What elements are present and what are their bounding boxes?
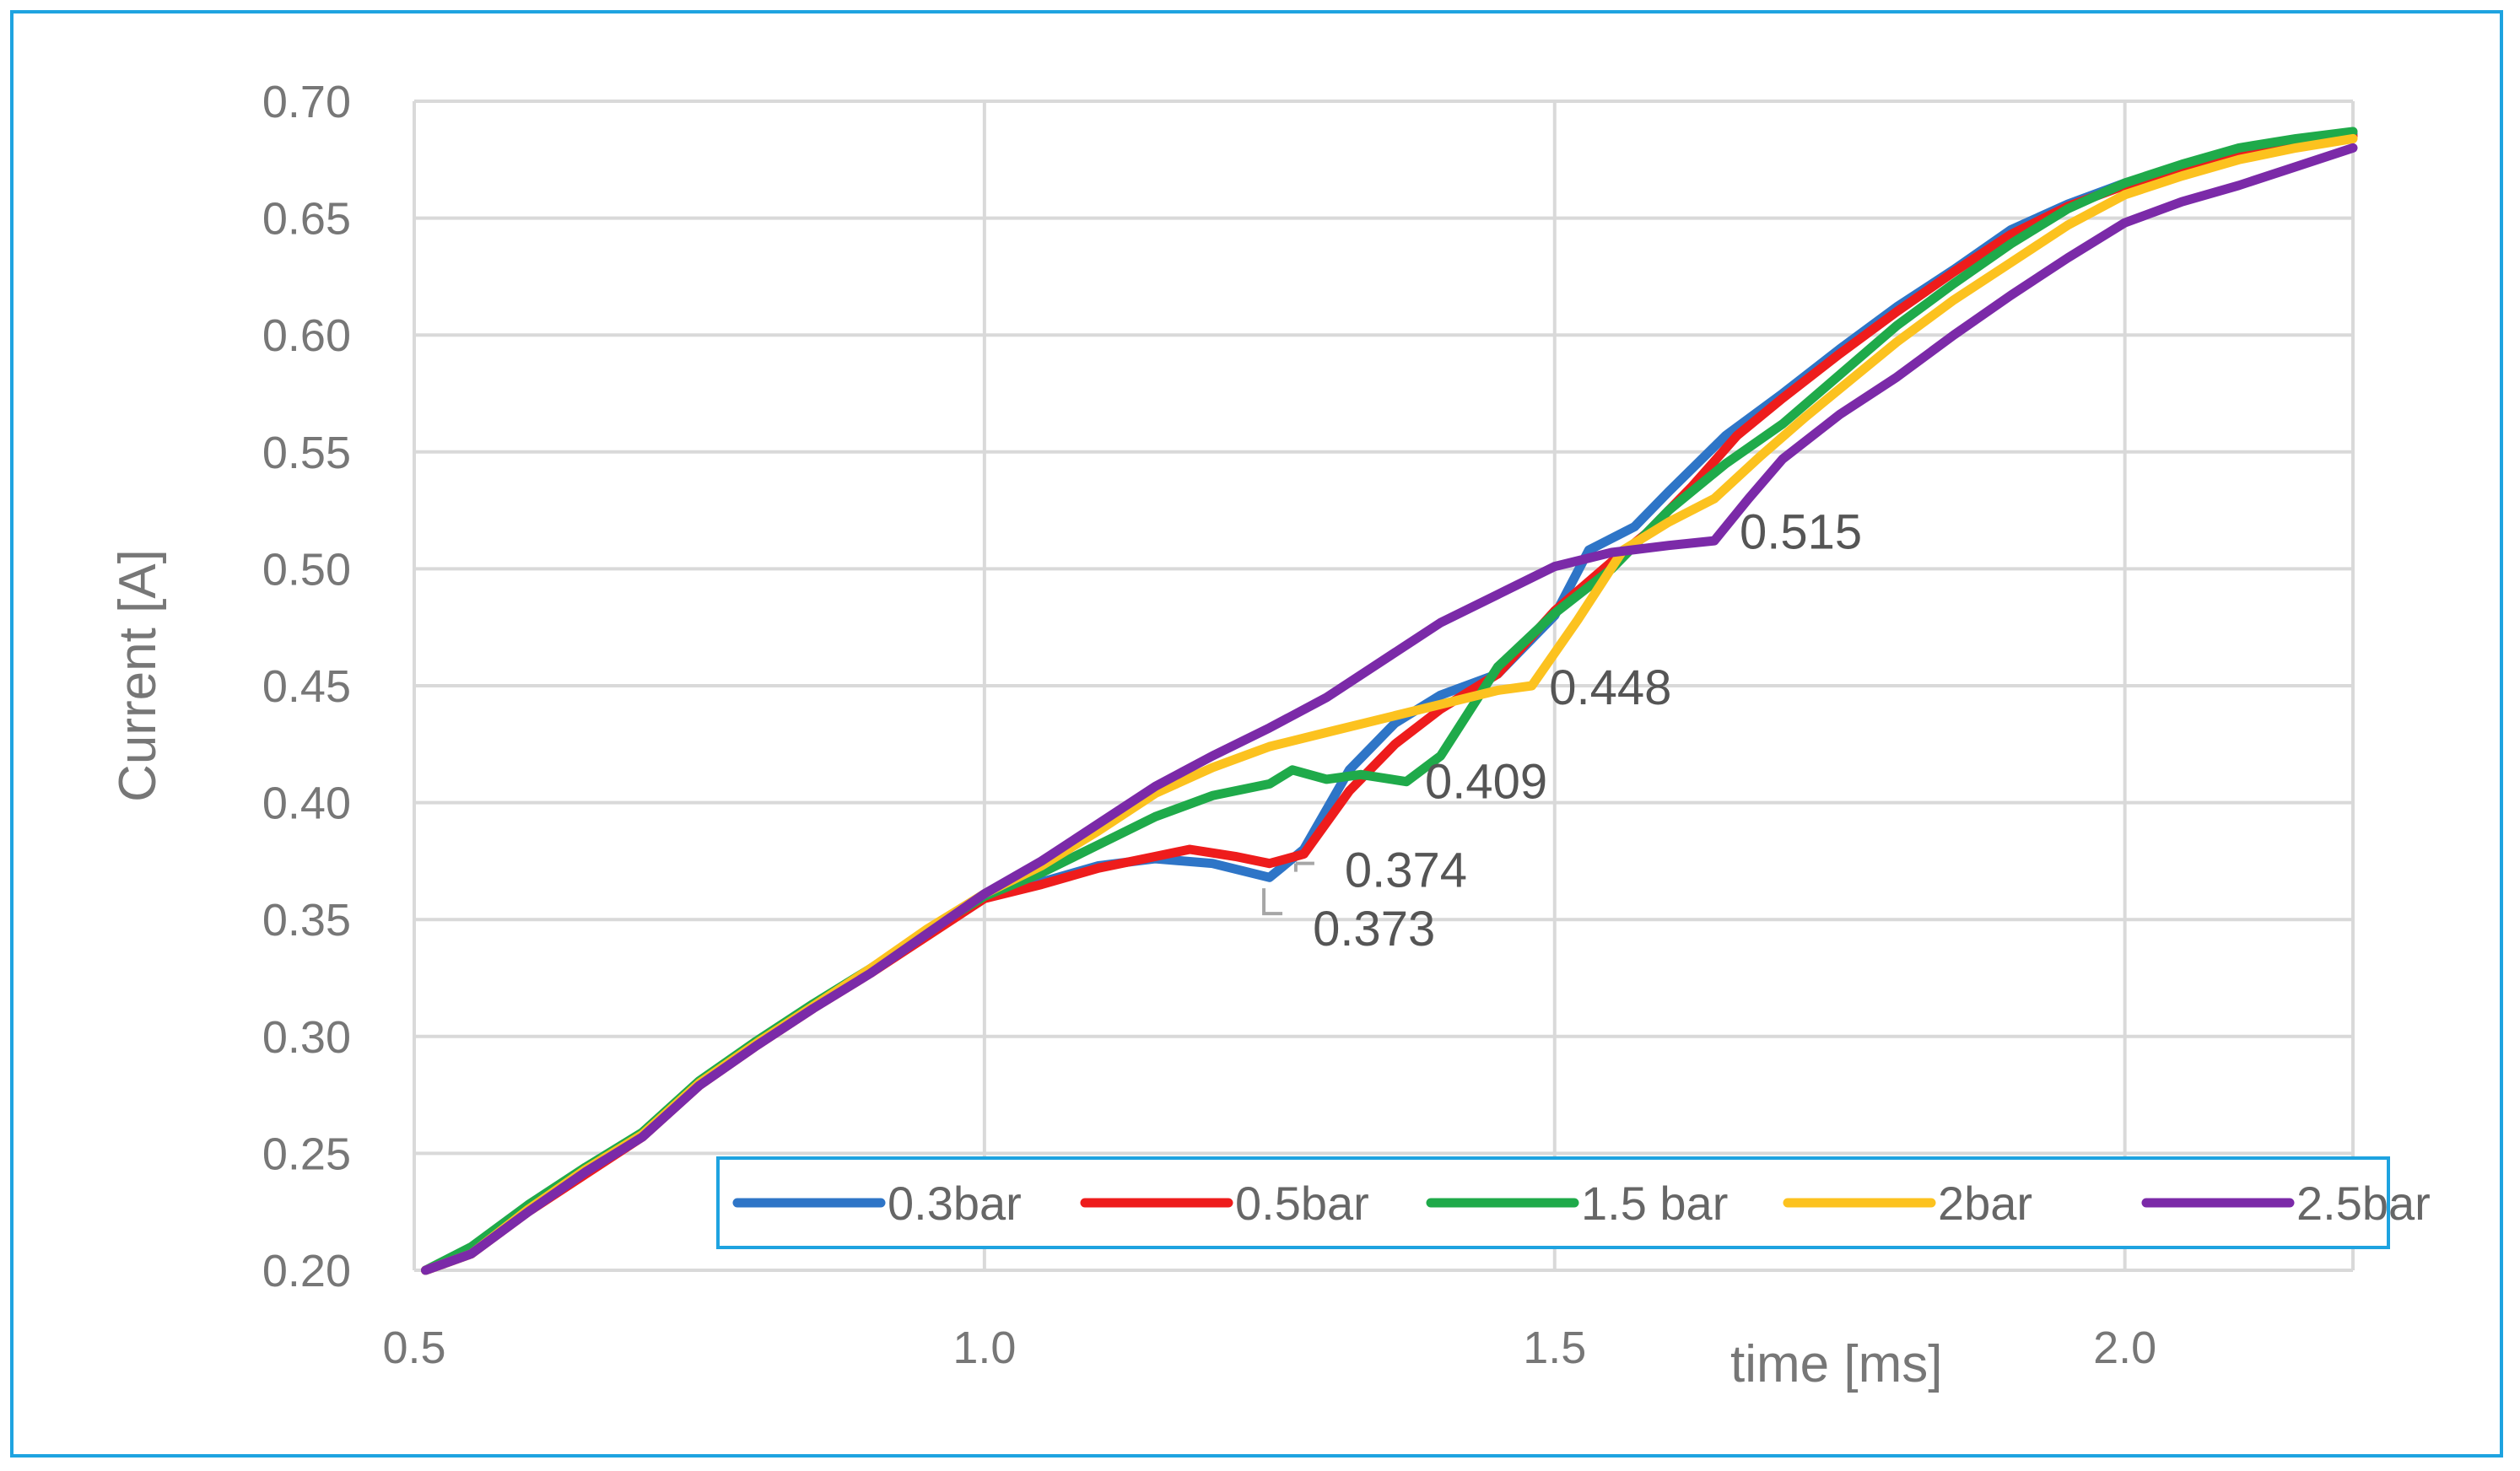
y-tick-label: 0.55 <box>262 428 351 478</box>
x-tick-label: 0.5 <box>382 1323 445 1373</box>
series-line-4 <box>421 133 2358 1275</box>
annotation-leader <box>1293 861 1314 872</box>
annotation-label: 0.373 <box>1313 902 1435 956</box>
legend-label: 0.3bar <box>888 1177 1022 1230</box>
annotation-label: 0.515 <box>1740 504 1862 559</box>
y-tick-label: 0.50 <box>262 544 351 595</box>
annotation-label: 0.409 <box>1425 755 1547 810</box>
y-axis-title: Current [A] <box>109 549 167 802</box>
series-line-1 <box>421 129 2358 1275</box>
series-line-2 <box>421 132 2358 1275</box>
x-axis-ticks: 0.5 1.0 1.5 2.0 <box>382 1323 2156 1373</box>
y-tick-label: 0.20 <box>262 1246 351 1296</box>
annotation-label: 0.374 <box>1345 843 1467 898</box>
x-tick-label: 2.0 <box>2093 1323 2156 1373</box>
y-axis-ticks: 0.20 0.25 0.30 0.35 0.40 0.45 0.50 0.55 0.60 0.65… <box>262 77 351 1296</box>
y-tick-label: 0.40 <box>262 779 351 829</box>
series-lines <box>421 127 2358 1275</box>
chart-frame: 0.20 0.25 0.30 0.35 0.40 0.45 0.50 0.55 0.60 0.65… <box>10 10 2503 1458</box>
y-tick-label: 0.30 <box>262 1012 351 1063</box>
legend-label: 2bar <box>1938 1177 2032 1230</box>
x-tick-label: 1.5 <box>1523 1323 1586 1373</box>
annotation-leader <box>1262 888 1283 916</box>
series-line-3 <box>421 127 2358 1275</box>
line-chart: 0.20 0.25 0.30 0.35 0.40 0.45 0.50 0.55 0.60 0.65… <box>109 77 2431 1393</box>
y-tick-label: 0.35 <box>262 895 351 946</box>
x-tick-label: 1.0 <box>952 1323 1016 1373</box>
series-line-5 <box>421 143 2358 1275</box>
y-tick-label: 0.45 <box>262 661 351 712</box>
y-tick-label: 0.60 <box>262 310 351 361</box>
legend-label: 1.5 bar <box>1581 1177 1728 1230</box>
legend: 0.3bar 0.5bar 1.5 bar 2bar 2.5bar <box>716 1156 2431 1249</box>
annotation-label: 0.448 <box>1549 660 1671 715</box>
y-tick-label: 0.25 <box>262 1129 351 1179</box>
x-axis-title: time [ms] <box>1730 1335 1942 1393</box>
y-tick-label: 0.65 <box>262 194 351 245</box>
grid <box>413 100 2355 1272</box>
legend-label: 0.5bar <box>1235 1177 1369 1230</box>
y-tick-label: 0.70 <box>262 77 351 127</box>
legend-label: 2.5bar <box>2296 1177 2431 1230</box>
